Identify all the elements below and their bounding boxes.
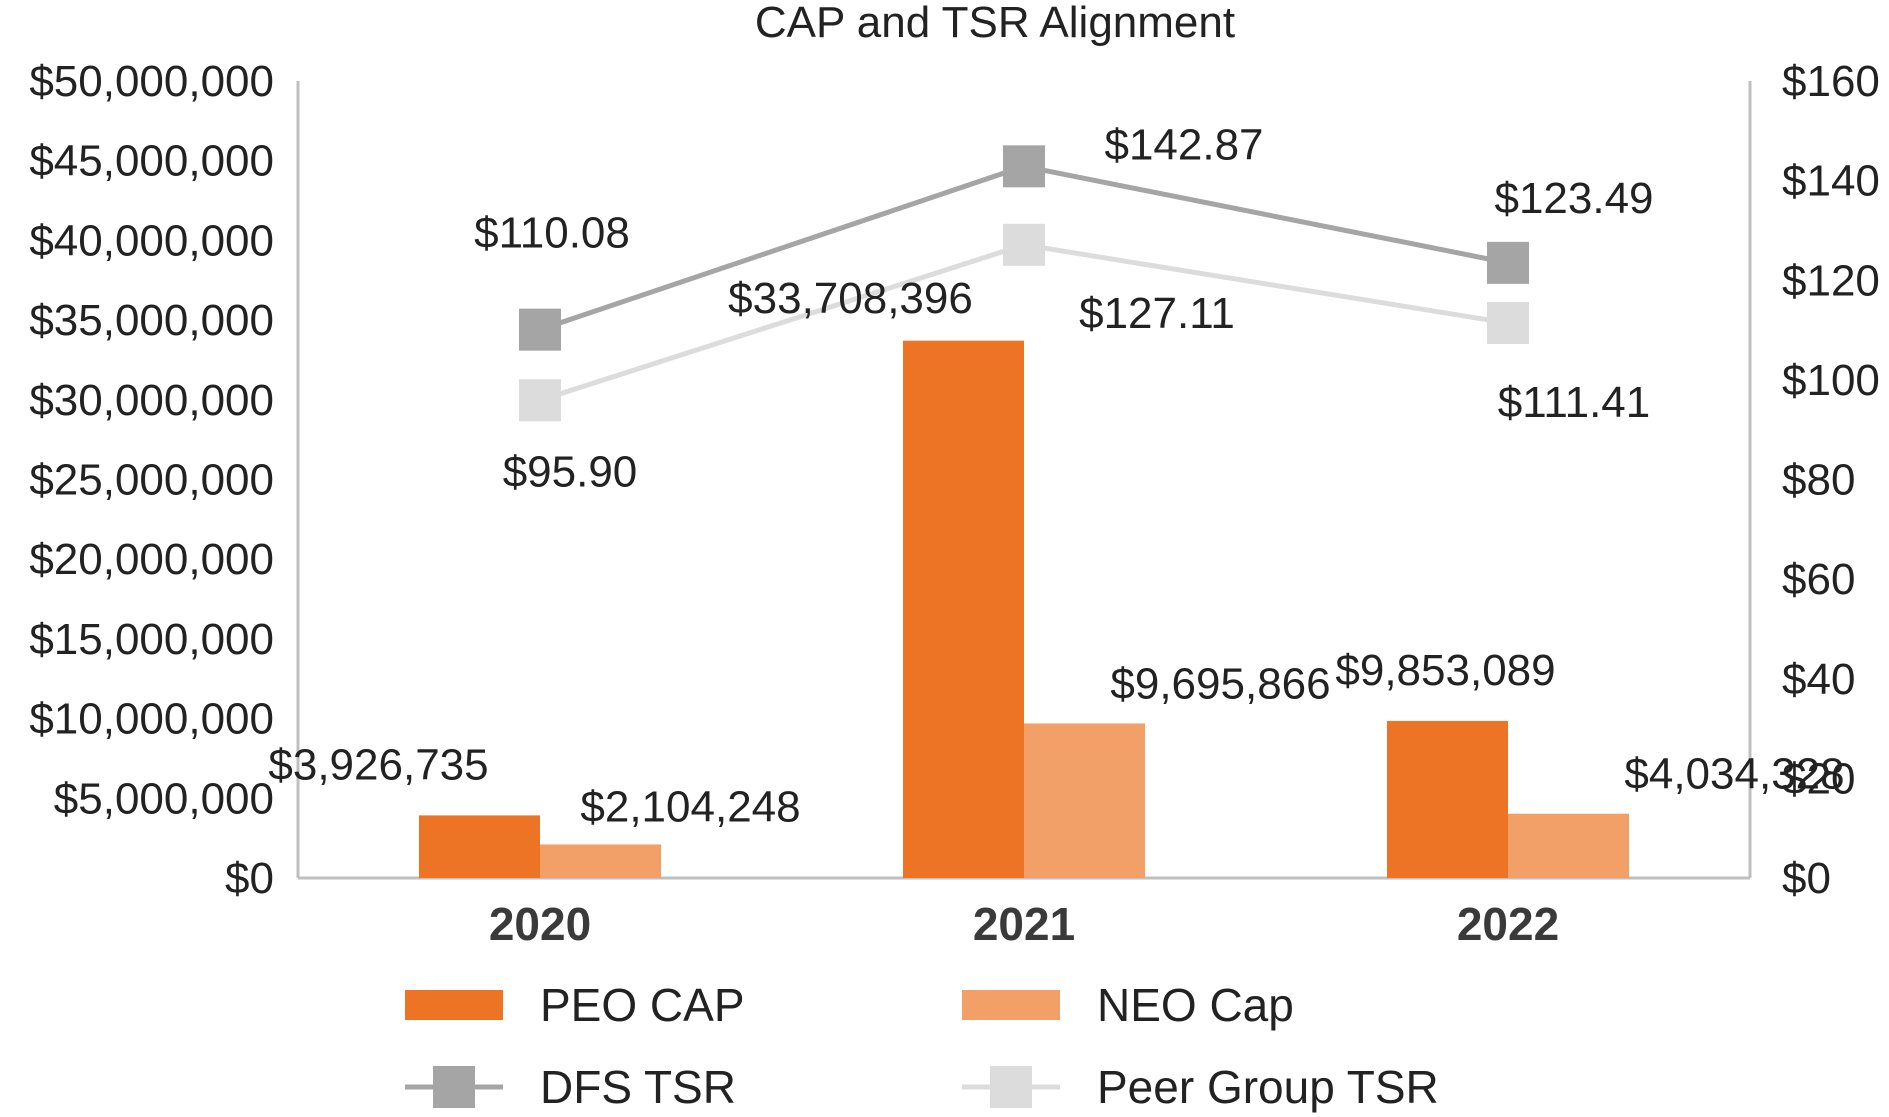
label-dfs-tsr: $123.49: [1494, 174, 1653, 223]
right-tick-label: $0: [1782, 854, 1831, 903]
left-tick-label: $45,000,000: [29, 137, 274, 186]
axes: $0 $5,000,000 $10,000,000 $15,000,000 $20,00…: [29, 57, 1880, 950]
legend-label-peo-cap: PEO CAP: [540, 979, 745, 1031]
bars: [419, 340, 1629, 878]
bar-neo-cap: [1024, 723, 1145, 878]
label-neo-cap: $4,034,328: [1624, 750, 1844, 799]
legend-label-dfs-tsr: DFS TSR: [540, 1061, 736, 1113]
data-labels: $3,926,735 $33,708,396 $9,853,089 $2,104,24…: [268, 120, 1844, 831]
left-tick-label: $35,000,000: [29, 296, 274, 345]
right-tick-label: $80: [1782, 456, 1855, 505]
bar-peo-cap: [419, 815, 540, 878]
right-tick-label: $140: [1782, 157, 1880, 206]
left-tick-label: $40,000,000: [29, 216, 274, 265]
left-tick-label: $50,000,000: [29, 57, 274, 106]
label-peer-group-tsr: $111.41: [1498, 378, 1651, 427]
legend-swatch-peo-cap: [405, 990, 503, 1020]
bar-peo-cap: [903, 340, 1024, 878]
label-dfs-tsr: $142.87: [1104, 120, 1263, 169]
right-tick-label: $160: [1782, 57, 1880, 106]
left-tick-label: $30,000,000: [29, 376, 274, 425]
marker-peer-group-tsr: [519, 379, 561, 422]
right-tick-label: $40: [1782, 655, 1855, 704]
left-tick-label: $25,000,000: [29, 456, 274, 505]
label-peo-cap: $3,926,735: [268, 740, 488, 789]
marker-dfs-tsr: [1487, 241, 1529, 284]
label-peer-group-tsr: $127.11: [1079, 289, 1235, 338]
left-tick-label: $10,000,000: [29, 695, 274, 744]
left-tick-label: $20,000,000: [29, 535, 274, 584]
right-tick-label: $100: [1782, 356, 1880, 405]
marker-peer-group-tsr: [1003, 223, 1045, 266]
legend-swatch-neo-cap: [962, 990, 1060, 1020]
label-peer-group-tsr: $95.90: [503, 447, 638, 496]
legend: PEO CAP NEO Cap DFS TSR Peer Group TSR: [405, 979, 1439, 1113]
category-label: 2021: [973, 898, 1075, 950]
marker-peer-group-tsr: [1487, 302, 1529, 345]
bar-neo-cap: [540, 844, 661, 878]
left-tick-label: $0: [225, 854, 274, 903]
legend-label-neo-cap: NEO Cap: [1097, 979, 1294, 1031]
category-label: 2020: [489, 898, 591, 950]
bar-peo-cap: [1387, 720, 1508, 878]
left-tick-label: $5,000,000: [54, 774, 274, 823]
left-tick-label: $15,000,000: [29, 615, 274, 664]
right-tick-label: $20: [1782, 754, 1855, 803]
label-neo-cap: $2,104,248: [580, 782, 800, 831]
bar-neo-cap: [1508, 813, 1629, 878]
right-tick-label: $60: [1782, 555, 1855, 604]
legend-label-peer-group-tsr: Peer Group TSR: [1097, 1061, 1439, 1113]
marker-dfs-tsr: [1003, 145, 1045, 188]
tsr-lines: [519, 145, 1529, 422]
category-label: 2022: [1457, 898, 1559, 950]
legend-marker-peer-group-tsr: [990, 1066, 1032, 1108]
label-peo-cap: $9,853,089: [1335, 646, 1555, 695]
right-tick-label: $120: [1782, 256, 1880, 305]
legend-marker-dfs-tsr: [433, 1066, 475, 1108]
label-dfs-tsr: $110.08: [474, 209, 630, 258]
label-neo-cap: $9,695,866: [1110, 659, 1330, 708]
chart-title: CAP and TSR Alignment: [755, 0, 1235, 47]
marker-dfs-tsr: [519, 308, 561, 351]
label-peo-cap: $33,708,396: [728, 274, 973, 323]
